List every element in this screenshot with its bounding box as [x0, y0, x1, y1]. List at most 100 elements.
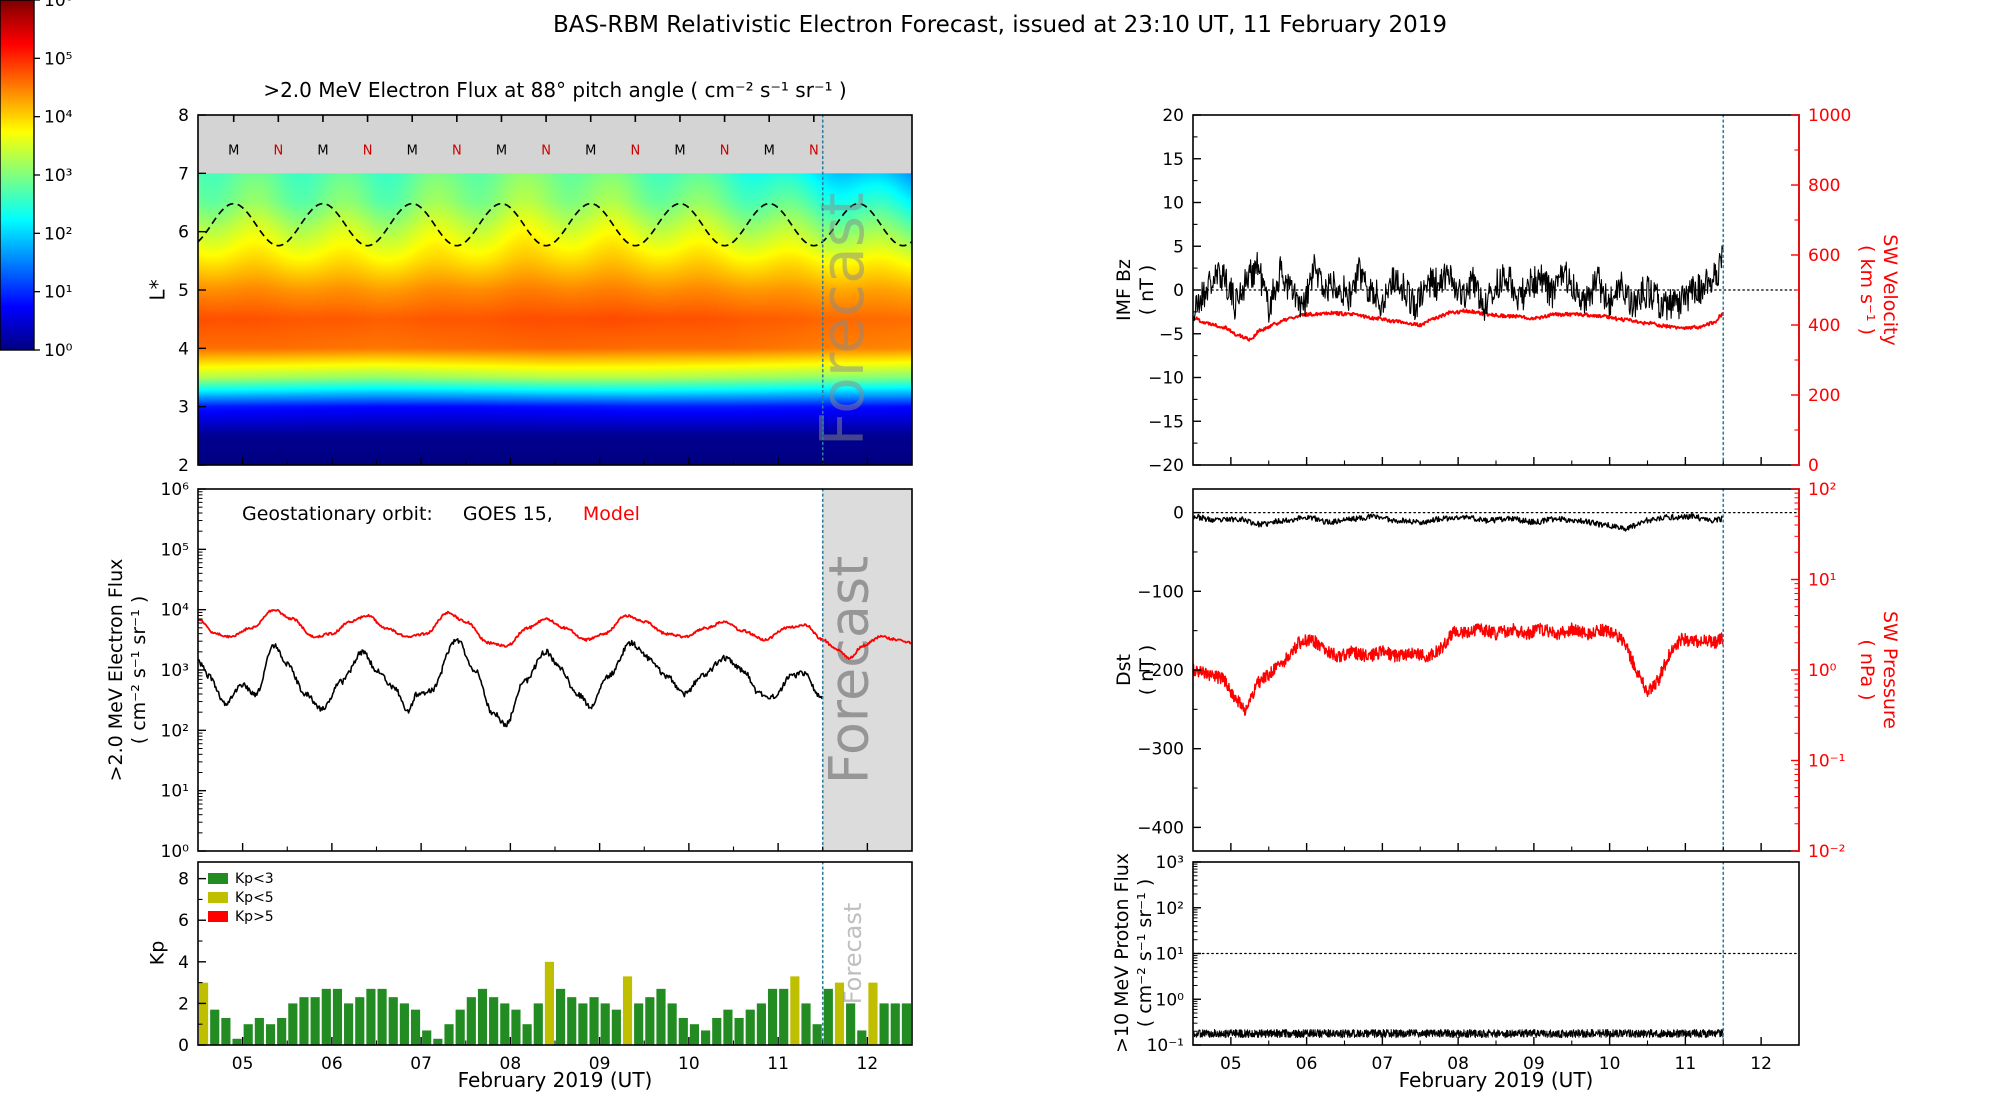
- kp-bar: [444, 1024, 454, 1045]
- kp-bar: [589, 997, 599, 1045]
- kp-bar: [210, 1009, 220, 1045]
- y-tick-label: 8: [178, 106, 189, 126]
- kp-bar: [199, 982, 209, 1045]
- kp-legend-row: Kp<5: [208, 888, 274, 907]
- kp-legend-label-yellow: Kp<5: [235, 889, 274, 906]
- kp-bar: [221, 1017, 231, 1045]
- x-tick-label: 06: [1296, 1054, 1318, 1074]
- y-tick-label: 10⁴: [161, 601, 190, 621]
- kp-bar: [277, 1017, 287, 1045]
- kp-bar: [544, 961, 554, 1045]
- series-sw-pressure: [1192, 622, 1724, 716]
- y-tick-label: 10¹: [161, 782, 189, 802]
- kp-bar: [689, 1024, 700, 1045]
- kp-legend-label-red: Kp>5: [235, 908, 274, 925]
- y-tick-label: 600: [1808, 246, 1840, 266]
- y-tick-label: 10²: [161, 721, 189, 741]
- noon-label: M: [228, 144, 239, 159]
- y-tick-label: 200: [1808, 386, 1840, 406]
- y-tick-label: 10⁻²: [1808, 842, 1845, 862]
- forecast-shade: [822, 489, 912, 851]
- kp-bar: [288, 1003, 298, 1045]
- kp-bar: [745, 1009, 755, 1045]
- kp-bar: [567, 997, 577, 1045]
- forecast-watermark: Forecast: [817, 556, 880, 785]
- local-time-band: [198, 115, 912, 174]
- goes-legend-obs: GOES 15,: [462, 503, 553, 525]
- kp-bar: [332, 988, 343, 1045]
- page-title: BAS-RBM Relativistic Electron Forecast, …: [552, 12, 1448, 38]
- midnight-label: N: [630, 144, 640, 159]
- kp-bar: [533, 1003, 543, 1045]
- kp-bar: [701, 1030, 711, 1045]
- kp-bar: [556, 988, 566, 1045]
- kp-bar: [667, 1003, 677, 1045]
- kp-legend-row: Kp>5: [208, 907, 274, 926]
- right-xaxis-label: February 2019 (UT): [1398, 1068, 1594, 1092]
- y-tick-label: 0: [1808, 456, 1819, 476]
- x-tick-label: 11: [1675, 1054, 1697, 1074]
- x-tick-label: 10: [1599, 1054, 1621, 1074]
- kp-bar: [433, 1038, 443, 1045]
- goes-legend-prefix: Geostationary orbit:: [242, 503, 433, 525]
- p-goes-svg: Forecast 10⁰ 10¹ 10² 10³ 10⁴ 10⁵ 10⁶: [161, 480, 913, 862]
- kp-bar: [511, 1009, 521, 1045]
- kp-bar: [466, 997, 476, 1045]
- kp-bar: [399, 1003, 409, 1045]
- kp-green-swatch: [208, 873, 228, 884]
- electron-flux-heatmap: [198, 173, 912, 466]
- kp-bar: [656, 988, 666, 1045]
- y-tick-label: 20: [1162, 106, 1184, 126]
- y-tick-label: 0: [1173, 504, 1184, 524]
- colorbar-tick-label: 10²: [44, 224, 72, 244]
- kp-bar: [879, 1003, 889, 1045]
- forecast-watermark: Forecast: [839, 903, 867, 1005]
- kp-bar: [634, 1003, 644, 1045]
- y-tick-label: 10⁰: [1156, 990, 1185, 1010]
- midnight-label: N: [452, 144, 462, 159]
- x-tick-label: 05: [1220, 1054, 1242, 1074]
- y-tick-label: 10²: [1808, 480, 1836, 500]
- kp-bar: [645, 997, 655, 1045]
- kp-bar: [254, 1017, 264, 1045]
- p-heatmap-svg: M M M M M M M N N N N N N N Forecast 2 3 4 5 6 7 8: [178, 106, 913, 476]
- kp-bar: [366, 988, 376, 1045]
- kp-bar: [355, 997, 365, 1045]
- midnight-label: N: [273, 144, 283, 159]
- kp-bar: [321, 988, 331, 1045]
- electron-flux-heatmap-panel: M M M M M M M N N N N N N N Forecast 2 3 4 5 6 7 8: [178, 106, 913, 476]
- flux-colorbar: 10⁰ 10¹ 10² 10³ 10⁴ 10⁵ 10⁶: [0, 0, 73, 361]
- colorbar-tick-label: 10⁰: [44, 341, 73, 361]
- kp-legend-label-green: Kp<3: [235, 870, 274, 887]
- kp-legend: Kp<3 Kp<5 Kp>5: [208, 869, 274, 926]
- colorbar-tick-label: 10³: [44, 166, 72, 186]
- series-goes-15: [197, 638, 824, 728]
- kp-bar: [243, 1024, 253, 1045]
- kp-bar: [712, 1017, 722, 1045]
- x-tick-label: 08: [500, 1054, 522, 1074]
- left-xaxis-label: February 2019 (UT): [457, 1068, 653, 1092]
- kp-legend-row: Kp<3: [208, 869, 274, 888]
- kp-bar: [600, 1003, 610, 1045]
- y-tick-label: 6: [178, 223, 189, 243]
- colorbar-tick-label: 10⁵: [44, 49, 72, 69]
- kp-bar: [232, 1038, 242, 1045]
- y-tick-label: 10⁻¹: [1808, 752, 1845, 772]
- series-dst: [1192, 513, 1724, 532]
- x-tick-label: 07: [1372, 1054, 1394, 1074]
- x-tick-label: 08: [1447, 1054, 1469, 1074]
- x-tick-label: 07: [410, 1054, 432, 1074]
- kp-bar: [265, 1024, 276, 1045]
- y-tick-label: −5: [1159, 325, 1184, 345]
- y-tick-label: 10⁶: [161, 480, 190, 500]
- colorbar-tick-label: 10⁴: [44, 108, 73, 128]
- x-tick-label: 09: [589, 1054, 611, 1074]
- series-sw-velocity: [1192, 308, 1725, 342]
- kp-bar: [756, 1003, 766, 1045]
- y-tick-label: 8: [178, 870, 189, 890]
- kp-bar: [344, 1003, 354, 1045]
- y-tick-label: 10¹: [1808, 571, 1836, 591]
- midnight-label: N: [720, 144, 730, 159]
- kp-bar: [723, 1009, 733, 1045]
- goes-legend-model: Model: [582, 503, 640, 525]
